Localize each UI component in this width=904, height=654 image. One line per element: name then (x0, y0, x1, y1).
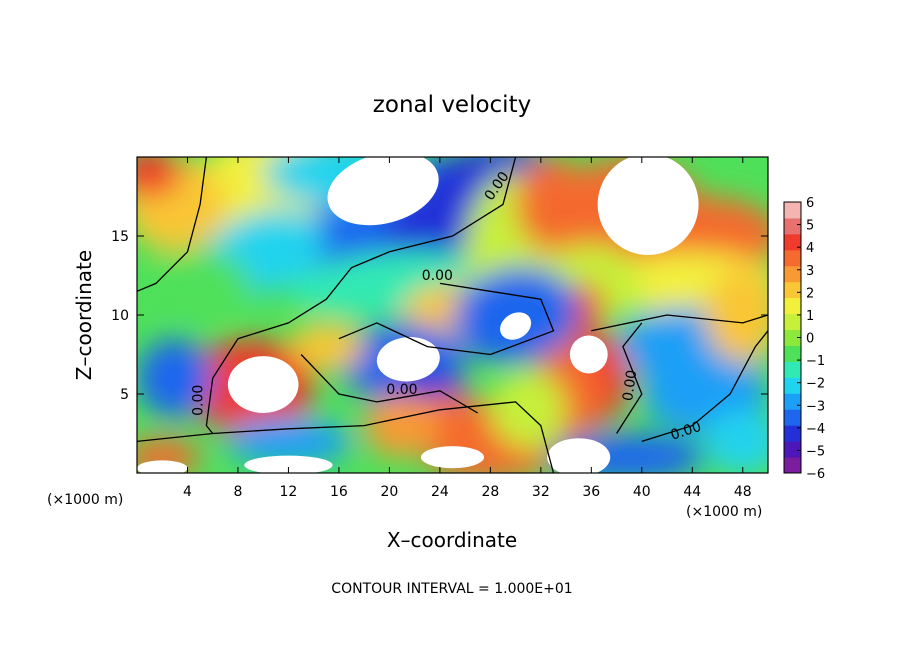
contour-interval-note: CONTOUR INTERVAL = 1.000E+01 (331, 581, 572, 597)
velocity-region (490, 370, 567, 450)
colorbar-tick-label: −2 (806, 377, 825, 392)
y-tick-label: 5 (120, 387, 129, 403)
colorbar-tick-label: −5 (806, 444, 825, 459)
y-axis-label: Z–coordinate (72, 250, 96, 380)
velocity-region (704, 409, 768, 473)
contour-label: 0.00 (620, 369, 640, 402)
colorbar-tick-label: 0 (806, 332, 814, 347)
colorbar-swatch (784, 441, 801, 458)
out-of-range-region (244, 455, 333, 473)
velocity-region (704, 267, 768, 363)
colorbar-swatch (784, 457, 801, 474)
colorbar-swatch (784, 361, 801, 378)
colorbar-tick-label: 1 (806, 309, 814, 324)
zero-contour (616, 322, 643, 434)
contour-label: 0.00 (386, 382, 417, 398)
colorbar-swatch (784, 313, 801, 331)
colorbar-tick-label: −3 (806, 399, 825, 414)
out-of-range-region (569, 335, 608, 374)
contour-lines (137, 157, 768, 473)
colorbar-tick-label: 4 (806, 241, 814, 256)
y-tick-label: 15 (111, 229, 129, 245)
chart-title: zonal velocity (373, 92, 531, 118)
x-tick-label: 48 (734, 484, 752, 500)
x-tick-label: 24 (431, 484, 449, 500)
x-axis-label: X–coordinate (387, 528, 517, 552)
contour-label: 0.00 (422, 268, 453, 284)
plot-area: 0.000.000.000.00 0.000.00 (137, 157, 768, 473)
colorbar-swatch (784, 297, 801, 315)
velocity-region (364, 394, 440, 458)
colorbar-tick-label: −1 (806, 354, 825, 369)
velocity-region (225, 417, 352, 466)
colorbar-swatch (784, 233, 801, 251)
colorbar-tick-label: −6 (806, 467, 825, 482)
zero-contour (300, 354, 479, 414)
x-tick-label: 40 (633, 484, 651, 500)
velocity-region (137, 338, 213, 418)
out-of-range-region (327, 157, 439, 226)
colorbar-swatch (784, 202, 801, 219)
velocity-region (137, 157, 182, 197)
colorbar-swatch (784, 393, 801, 410)
zero-contour (137, 401, 555, 473)
zero-contour (338, 282, 555, 356)
colorbar-tick-label: 5 (806, 219, 814, 234)
colorbar-swatch (784, 425, 801, 442)
contour-label: 0.00 (191, 385, 207, 416)
x-tick-label: 28 (481, 484, 499, 500)
colorbar-swatch (784, 217, 801, 235)
out-of-range-region (500, 312, 532, 340)
y-tick-label: 10 (111, 308, 129, 324)
x-tick-label: 8 (233, 484, 242, 500)
colorbar-swatch (784, 345, 801, 362)
contour-labels: 0.000.000.000.00 0.000.00 (191, 169, 704, 444)
x-tick-label: 44 (683, 484, 701, 500)
colorbar-swatch (784, 265, 801, 283)
colorbar-swatch (784, 377, 801, 394)
colorbar-swatch (784, 329, 801, 346)
colorbar-tick-label: 6 (806, 196, 814, 211)
x-unit-left: (×1000 m) (47, 492, 123, 508)
out-of-range-region (597, 157, 699, 255)
x-tick-label: 16 (330, 484, 348, 500)
colorbar-tick-label: 2 (806, 286, 814, 301)
colorbar-tick-label: −4 (806, 422, 825, 437)
x-tick-label: 32 (532, 484, 550, 500)
colorbar-tick-label: 3 (806, 264, 814, 279)
out-of-range-region (227, 356, 299, 413)
y-axis: 5 10 15 (111, 229, 768, 403)
out-of-range-region (137, 460, 188, 473)
velocity-region (149, 251, 251, 315)
x-unit-right: (×1000 m) (686, 504, 762, 520)
out-of-range-region (376, 337, 440, 382)
colorbar-swatch (784, 409, 801, 426)
x-tick-label: 20 (380, 484, 398, 500)
zero-contour (641, 330, 768, 443)
zero-contour (205, 157, 517, 434)
colorbar-swatch (784, 249, 801, 267)
zero-contour (591, 314, 768, 332)
zero-contour (137, 157, 208, 292)
x-tick-label: 12 (280, 484, 298, 500)
out-of-range-region (420, 446, 485, 469)
x-tick-label: 4 (183, 484, 192, 500)
x-tick-label: 36 (582, 484, 600, 500)
velocity-region (288, 322, 365, 371)
colorbar-swatch (784, 281, 801, 299)
colorbar: 6 5 4 3 2 1 0 −1 −2 −3 −4 −5 −6 (783, 196, 825, 482)
out-of-range-region (547, 438, 611, 473)
x-axis: 4 8 12 16 20 24 28 32 36 40 44 48 (183, 157, 752, 500)
